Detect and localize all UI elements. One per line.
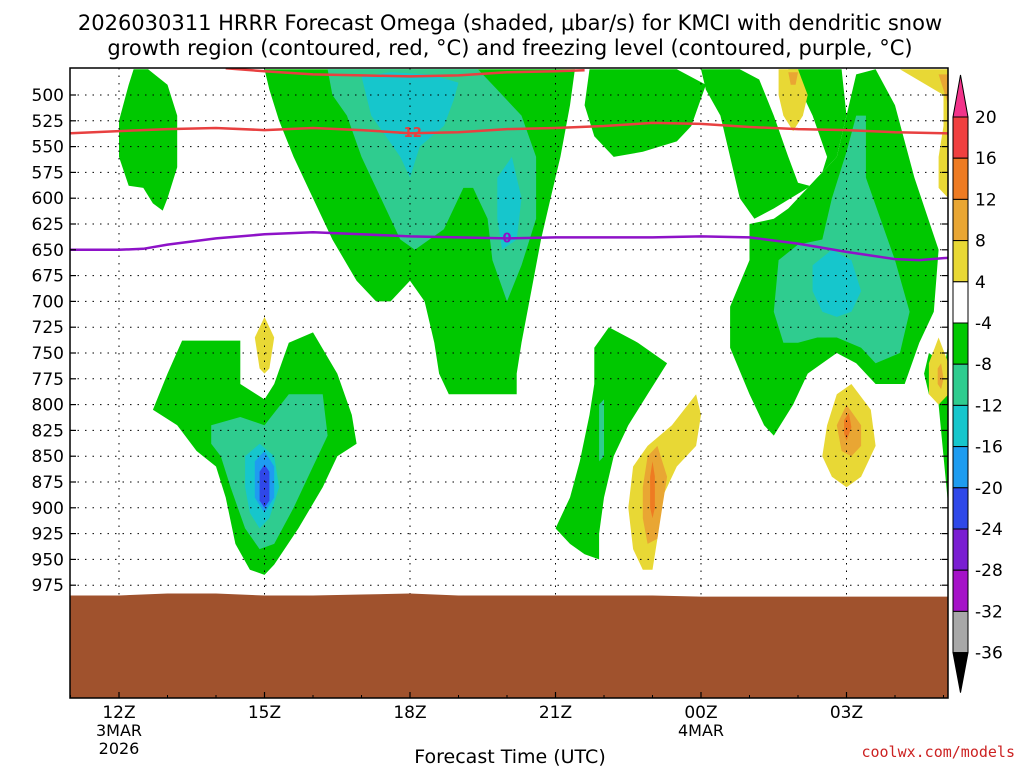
chart-title-line1: 2026030311 HRRR Forecast Omega (shaded, … [78,11,942,35]
x-tick-date: 4MAR [678,721,724,740]
plot-area: -12 0 [70,68,948,698]
colorbar-bottom-arrow [952,652,969,693]
y-tick-label: 600 [32,189,64,209]
x-tick-label: 03Z [830,703,863,723]
colorbar-label: -4 [975,314,992,334]
colorbar-label: 20 [975,108,997,128]
colorbar-label: 12 [975,190,997,210]
colorbar-label: 8 [975,232,986,252]
dgz-contour-top [225,68,585,78]
omega-region-lower-center-teal [599,399,604,462]
y-tick-label: 625 [32,215,64,235]
colorbar-label: 4 [975,273,986,293]
y-tick-label: 800 [32,396,64,416]
omega-region-ascent-right-small-orange [937,363,944,390]
y-tick-label: 925 [32,525,64,545]
colorbar-segment [952,116,969,159]
omega-region-right-cyan [812,249,862,317]
y-tick-label: 550 [32,138,64,158]
x-tick-label: 15Z [248,703,281,723]
grid-lines [70,68,948,698]
x-tick-label: 21Z [539,703,572,723]
omega-region-ascent-right-low-dark [844,412,852,441]
y-axis: 500 525 550 575 600 625 650 675 700 725 750 775 800 8… [32,86,948,596]
y-tick-label: 725 [32,318,64,338]
y-tick-label: 500 [32,86,64,106]
colorbar-label: -28 [975,561,1003,581]
colorbar: 20 16 12 8 4 -4 -8 -12 -16 -20 -24 -28 -32 -36 [952,74,1003,693]
colorbar-label: -36 [975,644,1003,664]
y-tick-label: 975 [32,576,64,596]
colorbar-label: -16 [975,438,1003,458]
y-tick-label: 650 [32,241,64,261]
y-tick-label: 950 [32,550,64,570]
omega-region-upper-cyan-b [497,156,522,250]
colorbar-segment [952,569,969,612]
omega-region-ascent-lower-center-dark [650,461,655,519]
omega-region-lower-center [555,327,668,560]
colorbar-segment [952,281,969,324]
omega-region-ascent-top-a [778,69,808,132]
omega-region-right-teal [773,115,910,364]
omega-region-top-right-green-b [701,69,847,219]
colorbar-label: 16 [975,149,997,169]
y-tick-label: 525 [32,112,64,132]
y-tick-label: 900 [32,499,64,519]
x-axis-label: Forecast Time (UTC) [414,746,605,768]
omega-region-upper-cyan-a [361,72,459,178]
y-tick-label: 575 [32,163,64,183]
freezing-contour-label: 0 [502,231,511,246]
x-tick-date: 3MAR [96,721,142,740]
colorbar-segment [952,528,969,571]
colorbar-label: -12 [975,396,1003,416]
colorbar-segment [952,363,969,406]
colorbar-segment [952,322,969,365]
omega-region-top-right-green [584,69,706,157]
ground-layer [70,593,948,698]
y-tick-label: 775 [32,370,64,390]
dgz-contour [70,121,948,135]
omega-region-lower-left-darkblue [259,464,270,508]
colorbar-label: -32 [975,602,1003,622]
colorbar-label: -20 [975,479,1003,499]
colorbar-segment [952,610,969,654]
chart-title-line2: growth region (contoured, red, °C) and f… [107,36,912,60]
y-tick-label: 750 [32,344,64,364]
colorbar-top-arrow [952,74,969,118]
x-tick-label: 12Z [102,703,135,723]
y-tick-label: 825 [32,421,64,441]
colorbar-segment [952,240,969,283]
omega-region-left-strip [119,69,178,211]
x-tick-label: 18Z [393,703,426,723]
omega-region-ascent-top-a-orange [788,72,798,85]
colorbar-segment [952,404,969,448]
colorbar-segment [952,487,969,530]
omega-region-ascent-top-right-orange [938,74,948,105]
colorbar-segment [952,446,969,489]
omega-region-ascent-lower-center-orange [642,445,668,544]
y-tick-label: 700 [32,292,64,312]
freezing-level-contour [70,231,948,262]
colorbar-label: -8 [975,355,992,375]
x-tick-year: 2026 [99,739,140,758]
colorbar-segment [952,198,969,242]
x-tick-label: 00Z [684,703,717,723]
omega-region-ascent-small-a [254,316,275,374]
credit-text: coolwx.com/models [861,743,1015,761]
y-tick-label: 675 [32,267,64,287]
colorbar-segment [952,157,969,200]
omega-regions [119,69,948,575]
y-tick-label: 850 [32,447,64,467]
dgz-contour-label: -12 [398,126,422,141]
y-tick-label: 875 [32,473,64,493]
plot-frame [69,67,949,699]
colorbar-label: -24 [975,520,1003,540]
